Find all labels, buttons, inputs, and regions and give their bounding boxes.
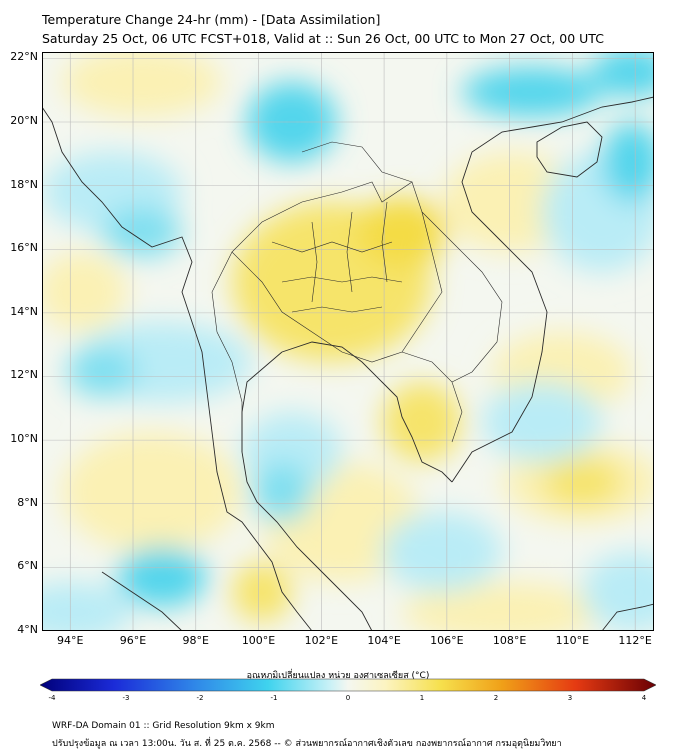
lon-tick-label: 112°E	[618, 634, 652, 647]
lat-tick-label: 18°N	[10, 177, 38, 191]
lon-tick-label: 104°E	[367, 634, 401, 647]
coastline-hainan	[536, 121, 603, 178]
cold-core	[252, 462, 312, 522]
lat-tick-label: 22°N	[10, 50, 38, 64]
map-graticule	[42, 52, 654, 631]
cold-core	[102, 207, 182, 257]
footer-model-info: WRF-DA Domain 01 :: Grid Resolution 9km …	[52, 721, 275, 731]
lon-tick-label: 96°E	[119, 634, 147, 647]
lon-tick-label: 94°E	[57, 634, 84, 647]
lat-tick-label: 20°N	[10, 113, 38, 127]
colorbar-tick-label: 3	[567, 694, 573, 702]
lon-tick-label: 106°E	[430, 634, 464, 647]
chart-title: Temperature Change 24-hr (mm) - [Data As…	[42, 12, 381, 27]
hot-core	[357, 197, 447, 267]
colorbar-tick-label: 2	[493, 694, 499, 702]
hot-core	[542, 457, 622, 507]
map-coastlines	[42, 96, 654, 631]
cool-patch	[482, 382, 602, 462]
warm-patch	[42, 252, 127, 332]
warm-patch	[62, 52, 222, 117]
lat-tick-label: 14°N	[10, 304, 38, 318]
temperature-change-map	[42, 52, 654, 631]
lon-tick-label: 110°E	[555, 634, 590, 647]
border-thailand	[231, 181, 443, 363]
colorbar-tick-label: -4	[48, 694, 56, 702]
lon-tick-label: 100°E	[241, 634, 276, 647]
chart-subtitle: Saturday 25 Oct, 06 UTC FCST+018, Valid …	[42, 31, 604, 46]
coastline-peninsula-west	[221, 491, 313, 631]
coastline-sumatra	[101, 571, 183, 631]
coastline-myanmar-west	[42, 106, 223, 493]
colorbar-title: อุณหภูมิเปลี่ยนแปลง หน่วย องศาเซลเซียส (…	[246, 671, 430, 681]
lat-tick-label: 6°N	[17, 559, 38, 573]
coastline-peninsula-east	[241, 351, 373, 631]
border-vietnam-laos	[421, 211, 503, 383]
coastline-borneo	[601, 603, 654, 631]
colorbar-tick-label: 1	[419, 694, 425, 702]
colorbar-tick-label: -2	[196, 694, 204, 702]
cool-patch	[42, 582, 132, 631]
border-laos	[301, 141, 413, 183]
lat-tick-label: 12°N	[10, 368, 38, 382]
cool-patch	[582, 552, 654, 631]
lon-tick-label: 102°E	[304, 634, 339, 647]
lat-tick-label: 4°N	[17, 623, 38, 636]
cold-core	[462, 67, 602, 117]
lon-tick-label: 108°E	[492, 634, 527, 647]
cold-core	[592, 52, 654, 97]
colorbar-tick-label: 0	[345, 694, 351, 702]
colorbar-bar	[40, 678, 656, 692]
warm-patch	[402, 582, 602, 631]
hot-core	[382, 382, 462, 462]
colorbar	[40, 678, 656, 692]
warm-patch	[62, 432, 242, 552]
footer-credit: ปรับปรุงข้อมูล ณ เวลา 13:00น. วัน ส. ที่…	[52, 739, 562, 749]
lat-tick-label: 10°N	[10, 432, 38, 446]
lon-tick-label: 98°E	[182, 634, 209, 647]
colorbar-tick-label: -3	[122, 694, 130, 702]
hot-core	[232, 562, 292, 622]
map-frame	[42, 52, 654, 631]
coastline-vietnam-east	[451, 96, 654, 483]
lat-tick-label: 8°N	[17, 495, 38, 509]
province-lines	[271, 201, 403, 313]
colorbar-tick-label: -1	[270, 694, 278, 702]
border-myanmar-thailand	[211, 251, 243, 452]
map-borders	[211, 141, 503, 452]
cool-patch	[382, 512, 502, 592]
lat-tick-label: 16°N	[10, 241, 38, 255]
cold-core	[117, 547, 207, 607]
cold-core	[67, 347, 137, 397]
cold-core	[602, 122, 654, 202]
colorbar-tick-label: 4	[641, 694, 647, 702]
